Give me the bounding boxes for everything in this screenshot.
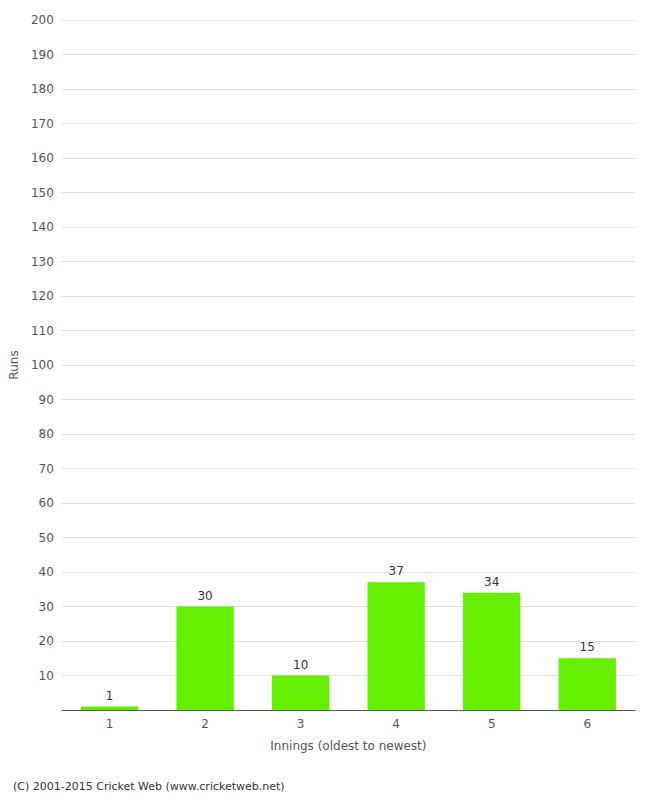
- svg-text:Innings (oldest to newest): Innings (oldest to newest): [270, 739, 426, 753]
- svg-text:140: 140: [31, 220, 54, 234]
- svg-text:120: 120: [31, 289, 54, 303]
- svg-text:70: 70: [39, 462, 54, 476]
- svg-text:3: 3: [297, 717, 305, 731]
- svg-text:40: 40: [39, 565, 54, 579]
- svg-text:200: 200: [31, 13, 54, 27]
- svg-text:90: 90: [39, 393, 54, 407]
- svg-text:34: 34: [484, 575, 499, 589]
- svg-text:5: 5: [488, 717, 496, 731]
- svg-text:160: 160: [31, 151, 54, 165]
- svg-text:190: 190: [31, 48, 54, 62]
- svg-text:30: 30: [39, 600, 54, 614]
- svg-text:60: 60: [39, 496, 54, 510]
- svg-text:1: 1: [106, 717, 114, 731]
- svg-text:30: 30: [197, 589, 212, 603]
- svg-text:100: 100: [31, 358, 54, 372]
- svg-text:1: 1: [106, 689, 114, 703]
- svg-text:Runs: Runs: [7, 350, 21, 379]
- svg-text:130: 130: [31, 255, 54, 269]
- svg-text:50: 50: [39, 531, 54, 545]
- svg-text:15: 15: [580, 640, 595, 654]
- svg-text:170: 170: [31, 117, 54, 131]
- svg-text:150: 150: [31, 186, 54, 200]
- svg-text:10: 10: [293, 658, 308, 672]
- svg-text:180: 180: [31, 82, 54, 96]
- svg-text:(C) 2001-2015 Cricket Web (www: (C) 2001-2015 Cricket Web (www.cricketwe…: [13, 780, 285, 793]
- svg-text:4: 4: [392, 717, 400, 731]
- svg-text:110: 110: [31, 324, 54, 338]
- svg-text:20: 20: [39, 634, 54, 648]
- svg-text:2: 2: [201, 717, 209, 731]
- svg-text:37: 37: [389, 564, 404, 578]
- svg-text:6: 6: [583, 717, 591, 731]
- svg-text:80: 80: [39, 427, 54, 441]
- svg-text:10: 10: [39, 669, 54, 683]
